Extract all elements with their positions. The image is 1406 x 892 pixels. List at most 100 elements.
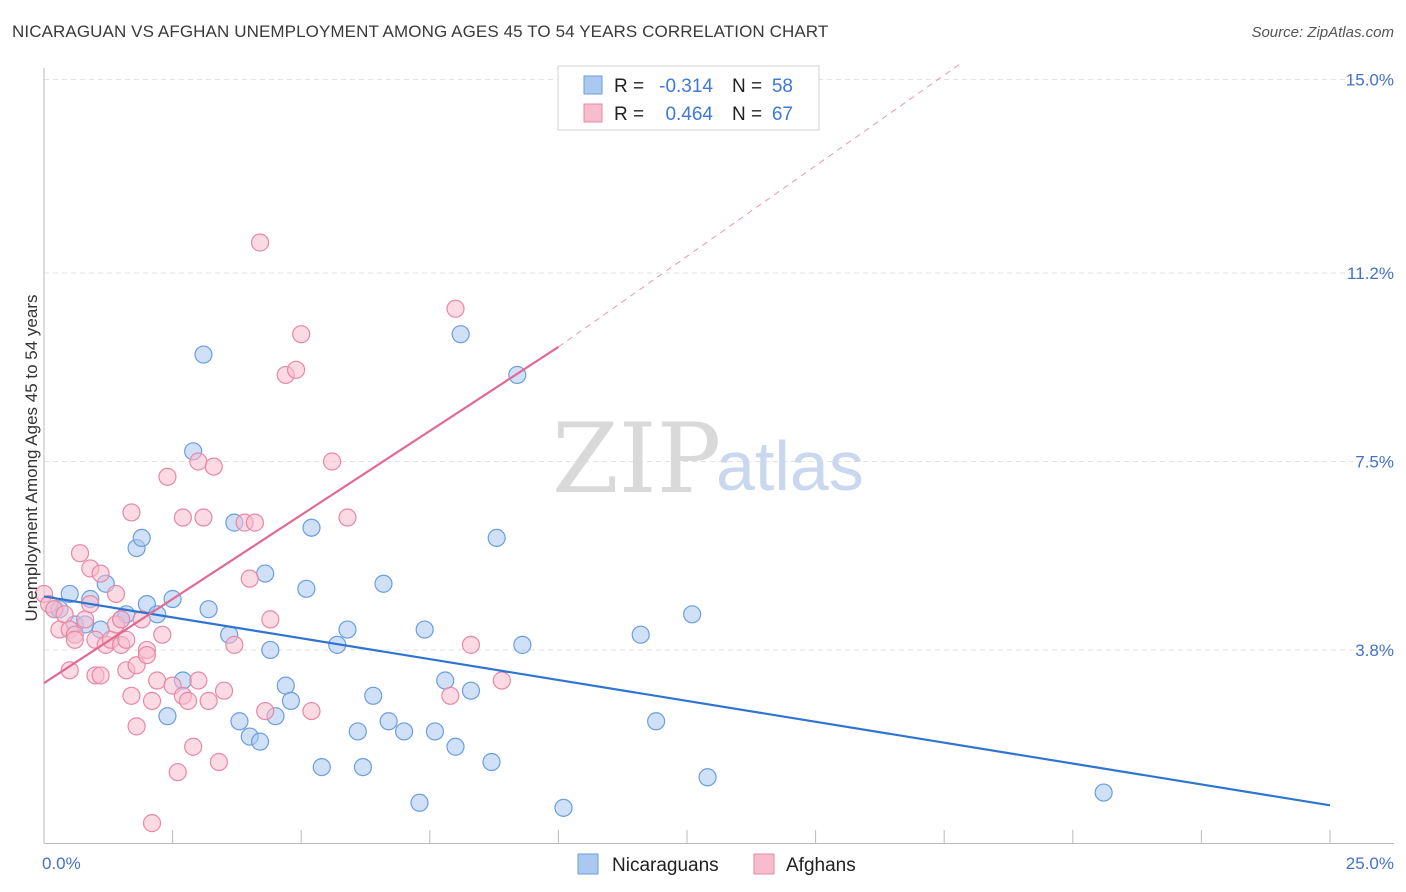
- afghan-point: [142, 814, 162, 833]
- source-label: Source: ZipAtlas.com: [1251, 24, 1394, 41]
- nicaraguan-point: [276, 676, 295, 695]
- afghan-point: [261, 610, 280, 629]
- nicaraguan-point: [554, 798, 573, 817]
- afghan-point: [209, 752, 228, 772]
- afghan-point: [446, 299, 465, 318]
- afghan-trend-line: [43, 345, 560, 684]
- correlation-legend: R = -0.314 N = 58 R = 0.464 N = 67: [557, 65, 820, 131]
- nicaraguan-point: [410, 793, 429, 812]
- nicaraguan-point: [302, 518, 321, 537]
- afghan-point: [461, 635, 481, 654]
- legend-r-value: 0.464: [665, 104, 713, 125]
- afghan-point: [302, 701, 321, 721]
- nicaraguan-point: [364, 686, 383, 705]
- nicaraguan-point: [683, 605, 702, 624]
- y-tick-label: 7.5%: [1355, 453, 1394, 472]
- x-tick-labels: 0.0% 25.0%: [42, 854, 1394, 873]
- series-legend-swatch: [753, 853, 775, 875]
- nicaraguan-point: [1094, 783, 1113, 802]
- nicaraguan-point: [487, 528, 506, 548]
- afghan-point: [70, 544, 90, 563]
- nicaraguan-point: [281, 691, 301, 710]
- afghan-point: [214, 681, 234, 700]
- afghan-point: [91, 666, 110, 685]
- afghan-point: [148, 671, 167, 690]
- afghan-point: [122, 503, 141, 522]
- nicaraguan-point: [374, 574, 393, 593]
- nicaraguan-point: [482, 752, 501, 772]
- series-legend-label: Nicaraguans: [612, 855, 719, 876]
- legend-n-label: N =: [732, 104, 762, 125]
- afghan-point: [338, 508, 357, 527]
- afghan-trend-extension: [558, 63, 960, 348]
- afghan-point: [189, 452, 208, 471]
- nicaraguan-point: [415, 620, 434, 639]
- y-tick-labels: 3.8% 7.5% 11.2% 15.0%: [1346, 71, 1394, 660]
- afghan-point: [245, 513, 265, 532]
- y-tick-label: 11.2%: [1347, 264, 1394, 283]
- afghan-point: [194, 508, 213, 527]
- watermark: ZIP atlas: [552, 403, 864, 515]
- nicaraguan-point: [194, 345, 213, 364]
- grid-lines: [44, 79, 1394, 651]
- nicaraguan-point: [436, 671, 455, 690]
- afghan-point: [127, 717, 146, 736]
- nicaraguan-point: [394, 722, 414, 741]
- afghan-point: [91, 564, 110, 583]
- chart-title: NICARAGUAN VS AFGHAN UNEMPLOYMENT AMONG …: [12, 22, 829, 41]
- nicaraguan-point: [647, 712, 666, 731]
- nicaraguan-point: [698, 768, 717, 787]
- afghan-point: [199, 691, 218, 710]
- afghan-point: [322, 452, 342, 471]
- legend-r-label: R =: [614, 76, 644, 97]
- legend-n-value: 67: [772, 104, 793, 125]
- nicaraguan-point: [199, 600, 218, 619]
- afghan-point: [158, 467, 177, 486]
- afghan-point: [142, 691, 162, 710]
- nicaraguan-point: [132, 528, 151, 548]
- afghan-point: [189, 671, 208, 690]
- afghan-point: [117, 630, 136, 649]
- legend-n-label: N =: [732, 76, 762, 97]
- afghan-point: [240, 569, 259, 588]
- afghan-point: [137, 645, 156, 665]
- afghan-point: [184, 737, 203, 756]
- watermark-zip: ZIP: [552, 403, 721, 515]
- nicaraguan-point: [353, 757, 373, 777]
- nicaraguan-point: [256, 564, 275, 583]
- nicaraguan-point: [158, 707, 177, 726]
- series-legend-swatch: [577, 853, 599, 875]
- x-tick-label: 0.0%: [42, 854, 81, 873]
- trend-lines: [43, 63, 1331, 807]
- series-legend: Nicaraguans Afghans: [577, 853, 856, 876]
- afghan-point: [168, 763, 187, 782]
- legend-r-value: -0.314: [659, 76, 713, 97]
- nicaraguan-point: [451, 325, 470, 344]
- nicaraguan-point: [425, 722, 445, 741]
- nicaraguan-trend-line: [43, 595, 1331, 807]
- x-tick-label: 25.0%: [1346, 854, 1394, 873]
- watermark-atlas: atlas: [716, 427, 864, 505]
- afghan-point: [65, 630, 84, 649]
- legend-r-label: R =: [614, 104, 644, 125]
- y-tick-label: 3.8%: [1355, 641, 1394, 660]
- legend-swatch: [583, 103, 603, 123]
- afghan-point: [106, 584, 126, 604]
- series-legend-label: Afghans: [786, 855, 856, 876]
- nicaraguan-point: [379, 712, 398, 731]
- data-points: [34, 233, 1113, 833]
- legend-swatch: [583, 75, 603, 95]
- afghan-point: [76, 610, 95, 629]
- axes: [43, 68, 1394, 844]
- afghan-point: [204, 457, 223, 476]
- afghan-point: [250, 233, 270, 252]
- nicaraguan-point: [250, 732, 270, 751]
- nicaraguan-point: [297, 579, 316, 598]
- afghan-point: [112, 610, 131, 629]
- afghan-point: [60, 661, 79, 680]
- afghan-point: [55, 605, 74, 624]
- afghan-point: [492, 671, 511, 690]
- afghan-point: [122, 686, 141, 705]
- nicaraguan-point: [60, 584, 79, 604]
- legend-n-value: 58: [772, 76, 793, 97]
